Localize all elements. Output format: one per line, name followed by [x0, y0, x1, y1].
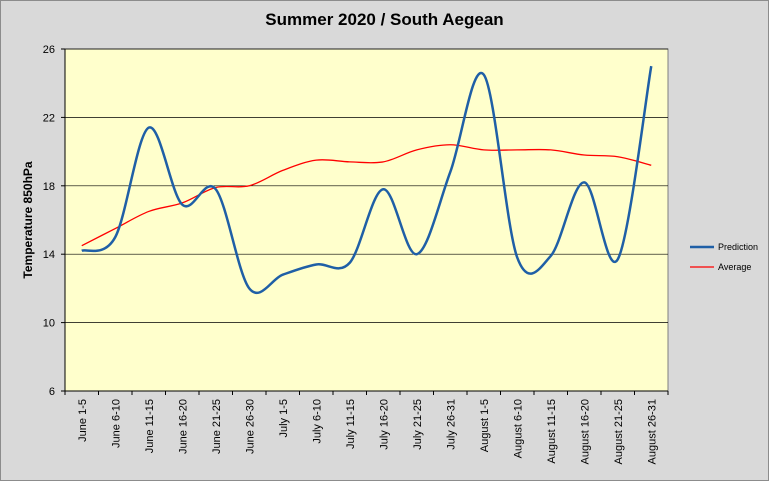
x-tick-label: July 21-25 — [412, 399, 424, 450]
x-tick-label: August 11-15 — [546, 399, 558, 464]
x-tick-label: August 6-10 — [512, 399, 524, 458]
y-tick-label: 26 — [43, 44, 55, 56]
y-tick-label: 22 — [43, 112, 55, 124]
legend-label-prediction: Prediction — [718, 242, 758, 252]
x-tick-label: July 16-20 — [378, 399, 390, 450]
y-tick-label: 14 — [43, 249, 55, 261]
series-line-prediction — [81, 65, 653, 295]
x-tick-label: July 1-5 — [278, 399, 290, 438]
y-tick-label: 18 — [43, 181, 55, 193]
x-tick-label: June 1-5 — [77, 399, 89, 442]
x-tick-label: July 26-31 — [445, 399, 457, 450]
x-tick-label: June 21-25 — [211, 399, 223, 454]
series-line-average — [81, 144, 652, 247]
x-tick-label: August 21-25 — [613, 399, 625, 464]
chart-title: Summer 2020 / South Aegean — [265, 10, 504, 29]
x-tick-label: June 11-15 — [144, 399, 156, 453]
legend-label-average: Average — [718, 262, 751, 272]
x-tick-label: June 26-30 — [244, 399, 256, 454]
x-tick-label: August 1-5 — [479, 399, 491, 452]
x-tick-label: July 6-10 — [311, 399, 323, 444]
x-tick-label: June 6-10 — [110, 399, 122, 448]
y-tick-label: 10 — [43, 318, 55, 330]
y-tick-label: 6 — [49, 386, 55, 398]
x-tick-label: July 11-15 — [345, 399, 357, 449]
x-tick-label: June 16-20 — [177, 399, 189, 454]
y-axis-title: Temperature 850hPa — [21, 161, 35, 278]
x-tick-label: August 16-20 — [579, 399, 591, 464]
x-tick-label: August 26-31 — [646, 399, 658, 464]
